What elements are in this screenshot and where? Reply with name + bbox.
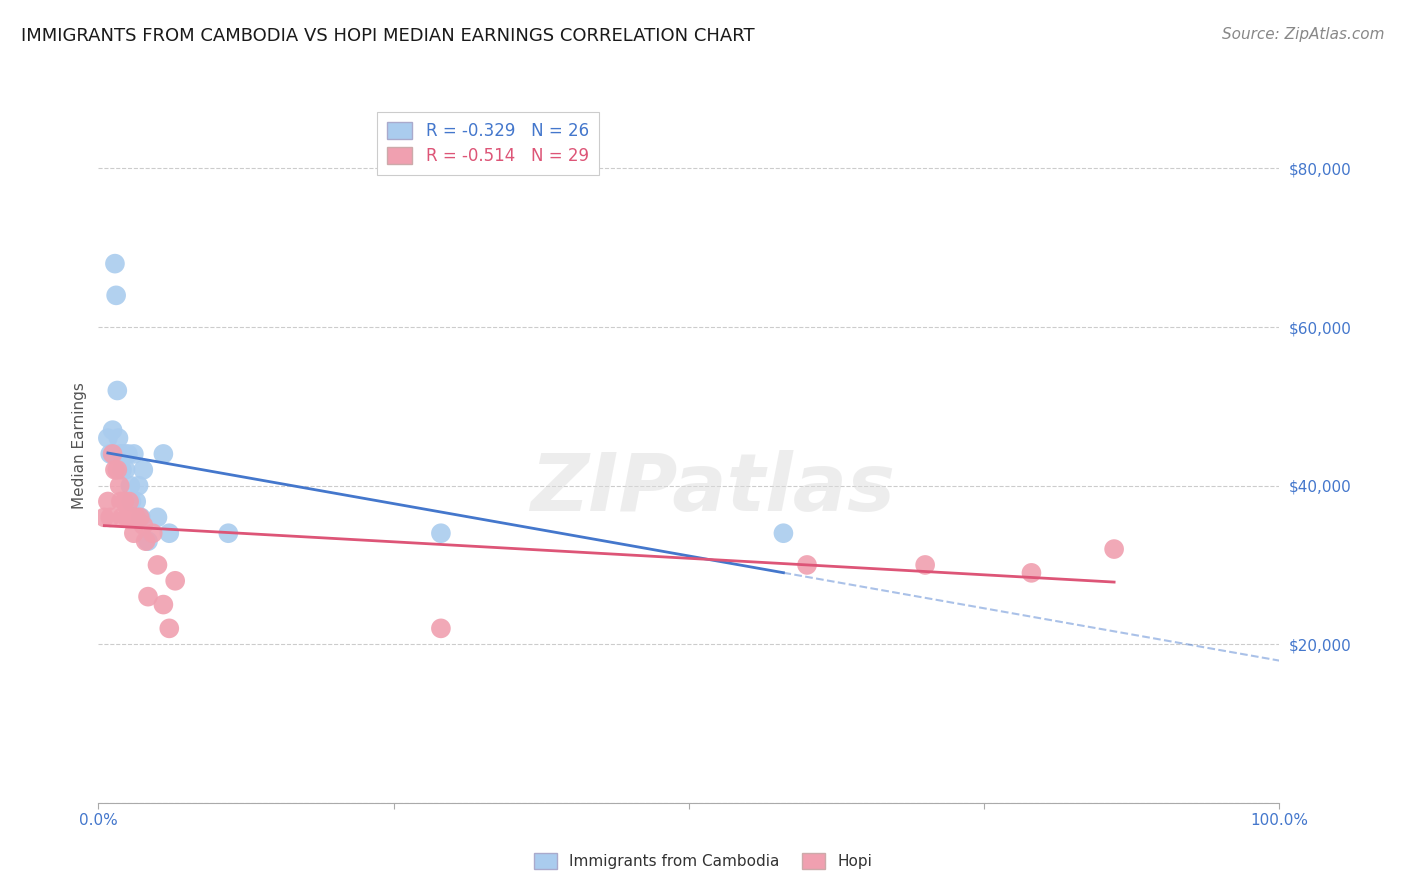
Legend: R = -0.329   N = 26, R = -0.514   N = 29: R = -0.329 N = 26, R = -0.514 N = 29 — [377, 112, 599, 175]
Point — [136, 590, 159, 604]
Point — [117, 447, 139, 461]
Point — [125, 510, 148, 524]
Point — [796, 558, 818, 572]
Point — [1102, 542, 1125, 557]
Point — [104, 257, 127, 271]
Point — [125, 494, 148, 508]
Point — [111, 463, 134, 477]
Point — [105, 463, 128, 477]
Point — [1021, 566, 1043, 580]
Point — [104, 463, 127, 477]
Point — [112, 447, 135, 461]
Point — [97, 431, 120, 445]
Point — [165, 574, 187, 588]
Y-axis label: Median Earnings: Median Earnings — [72, 383, 87, 509]
Text: IMMIGRANTS FROM CAMBODIA VS HOPI MEDIAN EARNINGS CORRELATION CHART: IMMIGRANTS FROM CAMBODIA VS HOPI MEDIAN … — [21, 27, 755, 45]
Point — [772, 526, 794, 541]
Point — [128, 478, 150, 492]
Point — [132, 463, 155, 477]
Point — [157, 621, 180, 635]
Point — [121, 494, 143, 508]
Point — [105, 288, 128, 302]
Point — [129, 510, 152, 524]
Point — [98, 510, 121, 524]
Point — [136, 534, 159, 549]
Legend: Immigrants from Cambodia, Hopi: Immigrants from Cambodia, Hopi — [527, 847, 879, 875]
Point — [142, 526, 165, 541]
Point — [118, 494, 141, 508]
Point — [121, 510, 143, 524]
Point — [107, 431, 129, 445]
Point — [110, 447, 132, 461]
Point — [114, 463, 136, 477]
Point — [122, 526, 145, 541]
Point — [110, 494, 132, 508]
Text: ZIPatlas: ZIPatlas — [530, 450, 896, 528]
Point — [101, 447, 124, 461]
Point — [146, 558, 169, 572]
Point — [93, 510, 115, 524]
Point — [914, 558, 936, 572]
Point — [152, 447, 174, 461]
Point — [97, 494, 120, 508]
Point — [105, 384, 128, 398]
Point — [108, 478, 131, 492]
Point — [122, 447, 145, 461]
Point — [430, 526, 453, 541]
Point — [146, 510, 169, 524]
Point — [135, 534, 157, 549]
Point — [98, 447, 121, 461]
Point — [101, 423, 124, 437]
Point — [430, 621, 453, 635]
Point — [120, 478, 142, 492]
Point — [217, 526, 239, 541]
Point — [115, 510, 138, 524]
Text: Source: ZipAtlas.com: Source: ZipAtlas.com — [1222, 27, 1385, 42]
Point — [128, 510, 150, 524]
Point — [111, 510, 134, 524]
Point — [132, 518, 155, 533]
Point — [152, 598, 174, 612]
Point — [112, 494, 135, 508]
Point — [157, 526, 180, 541]
